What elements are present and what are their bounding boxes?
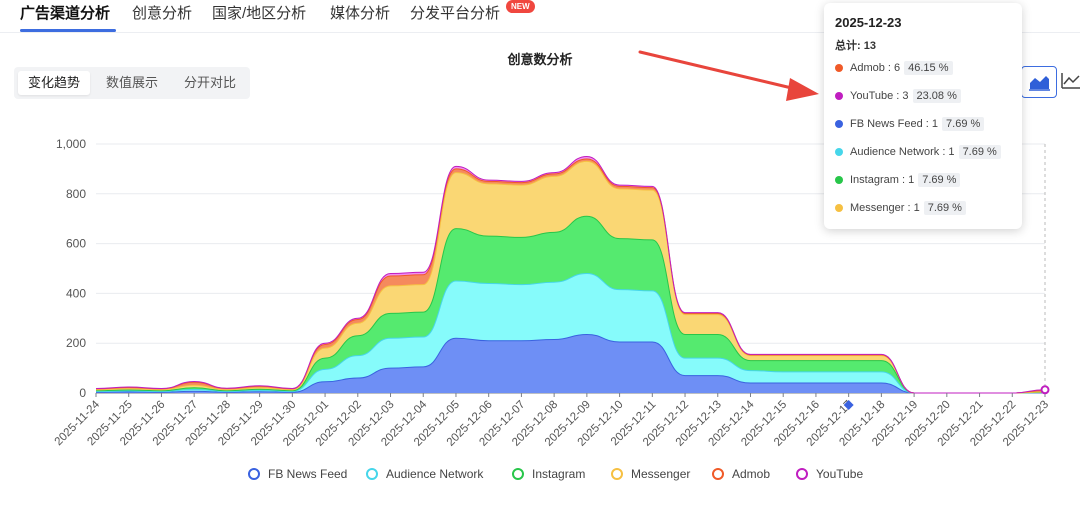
- view-compare-button[interactable]: 分开对比: [184, 75, 237, 90]
- legend-item-youtube[interactable]: YouTube: [796, 467, 863, 481]
- y-tick-label: 1,000: [56, 137, 86, 151]
- legend-label: Messenger: [631, 467, 691, 481]
- legend-label: Instagram: [532, 467, 586, 481]
- legend-item-admob[interactable]: Admob: [712, 467, 770, 481]
- tab-country-region[interactable]: 国家/地区分析: [212, 5, 307, 22]
- x-axis: 2025-11-242025-11-252025-11-262025-11-27…: [53, 393, 1051, 449]
- tooltip-row-pct: 7.69 %: [942, 117, 985, 131]
- tab-distribution-platform[interactable]: 分发平台分析: [410, 5, 501, 22]
- tooltip-row-label: Instagram : 1: [850, 174, 915, 186]
- tooltip-row-label: YouTube : 3: [850, 90, 909, 102]
- area-chart-button[interactable]: [1021, 66, 1057, 98]
- legend-label: Admob: [732, 467, 771, 481]
- series-dot-icon: [835, 176, 843, 185]
- tooltip-row-label: Admob : 6: [850, 62, 901, 74]
- tooltip-row: Audience Network : 1 7.69 %: [835, 145, 1001, 163]
- tooltip-row-pct: 46.15 %: [904, 61, 953, 75]
- legend-marker-icon: [712, 467, 724, 480]
- tooltip-total: 总计: 13: [835, 40, 876, 52]
- y-tick-label: 200: [66, 336, 86, 350]
- active-tab-indicator: [20, 29, 116, 32]
- tooltip-row-pct: 7.69 %: [918, 173, 961, 187]
- legend-item-audience-network[interactable]: Audience Network: [366, 467, 483, 481]
- tooltip-row: Messenger : 1 7.69 %: [835, 201, 966, 219]
- tooltip-row-label: FB News Feed : 1: [850, 118, 939, 130]
- y-tick-label: 800: [66, 187, 86, 201]
- series-dot-icon: [835, 120, 843, 129]
- hover-point: [1040, 385, 1050, 395]
- tooltip-row: Instagram : 1 7.69 %: [835, 173, 961, 191]
- series-dot-icon: [835, 92, 843, 101]
- area-chart-icon: [1029, 76, 1050, 91]
- tooltip-row: FB News Feed : 1 7.69 %: [835, 117, 985, 135]
- hover-marks: [843, 144, 1050, 410]
- tab-media[interactable]: 媒体分析: [330, 5, 391, 22]
- tooltip-row-label: Messenger : 1: [850, 202, 920, 214]
- line-chart-icon: [1061, 73, 1080, 89]
- line-fb-news-feed: [95, 333, 1046, 394]
- legend-label: Audience Network: [386, 467, 484, 481]
- legend-marker-icon: [248, 467, 260, 480]
- analysis-tab-bar: 广告渠道分析 创意分析 国家/地区分析 媒体分析 分发平台分析 NEW: [0, 0, 1080, 33]
- hover-axis-pointer: [843, 400, 854, 410]
- legend-item-messenger[interactable]: Messenger: [611, 467, 690, 481]
- series-dot-icon: [835, 64, 843, 73]
- series-areas: [95, 155, 1046, 394]
- chart-legend: FB News Feed Audience Network Instagram Mes…: [0, 467, 1080, 487]
- line-youtube: [95, 155, 1046, 394]
- y-tick-label: 600: [66, 237, 86, 251]
- tooltip-row-pct: 23.08 %: [912, 89, 961, 103]
- y-tick-label: 400: [66, 286, 86, 300]
- legend-marker-icon: [796, 467, 808, 480]
- y-axis: 0 200 400 600 800 1,000: [56, 137, 86, 400]
- view-toggle: 变化趋势 数值展示 分开对比: [14, 67, 250, 99]
- tooltip-row: Admob : 6 46.15 %: [835, 61, 953, 79]
- tooltip-date: 2025-12-23: [835, 15, 902, 30]
- tab-ad-channel[interactable]: 广告渠道分析: [20, 5, 111, 22]
- y-tick-label: 0: [79, 386, 86, 400]
- legend-marker-icon: [366, 467, 378, 480]
- view-trend-button[interactable]: 变化趋势: [18, 71, 91, 95]
- tab-creative[interactable]: 创意分析: [132, 5, 193, 22]
- line-audience-network: [95, 272, 1046, 394]
- legend-item-instagram[interactable]: Instagram: [512, 467, 585, 481]
- chart-title: 创意数分析: [507, 52, 573, 67]
- line-instagram: [95, 215, 1046, 394]
- legend-item-fb-news-feed[interactable]: FB News Feed: [248, 467, 347, 481]
- line-chart-button[interactable]: [1058, 66, 1080, 96]
- area-fb-news-feed: [96, 334, 1045, 393]
- legend-marker-icon: [512, 467, 524, 480]
- tooltip-row: YouTube : 3 23.08 %: [835, 89, 961, 107]
- legend-marker-icon: [611, 467, 623, 480]
- legend-label: FB News Feed: [268, 467, 348, 481]
- tooltip-row-pct: 7.69 %: [958, 145, 1001, 159]
- legend-label: YouTube: [816, 467, 864, 481]
- line-messenger: [95, 160, 1046, 394]
- tooltip-row-label: Audience Network : 1: [850, 146, 955, 158]
- red-arrow-annotation: [638, 50, 819, 101]
- series-dot-icon: [835, 204, 843, 213]
- view-values-button[interactable]: 数值展示: [106, 75, 159, 90]
- series-dot-icon: [835, 148, 843, 157]
- new-badge: NEW: [506, 0, 535, 13]
- chart-tooltip: 2025-12-23 总计: 13 Admob : 6 46.15 % YouTub…: [824, 3, 1022, 229]
- tooltip-row-pct: 7.69 %: [923, 201, 966, 215]
- area-audience-network: [96, 273, 1045, 393]
